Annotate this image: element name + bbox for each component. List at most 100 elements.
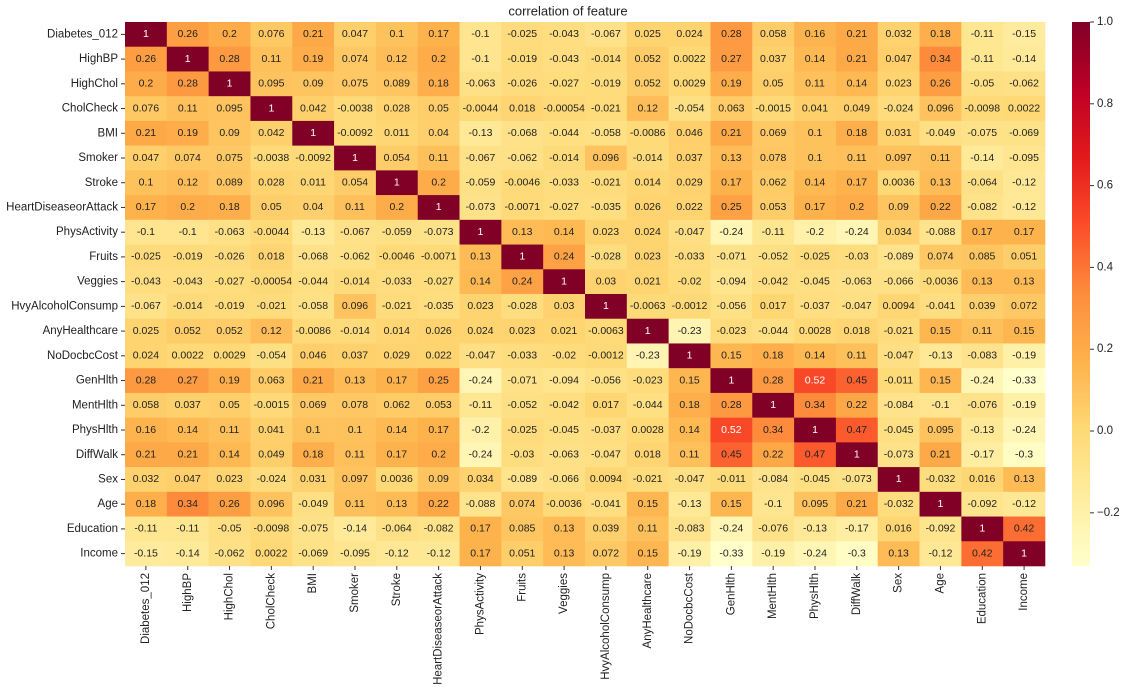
cell-label: 0.05 xyxy=(261,201,282,213)
heatmap-cell xyxy=(668,392,711,418)
heatmap-cell xyxy=(543,22,586,48)
cell-label: -0.12 xyxy=(928,547,952,559)
heatmap-cell xyxy=(835,71,879,97)
cell-label: -0.042 xyxy=(758,275,788,287)
cell-label: 0.09 xyxy=(303,78,324,90)
heatmap-cell xyxy=(334,392,377,418)
heatmap-cell xyxy=(835,491,879,517)
cell-label: -0.045 xyxy=(884,424,914,436)
cell-label: 0.096 xyxy=(927,102,953,114)
heatmap-cell xyxy=(585,219,628,245)
cell-label: 1 xyxy=(436,201,442,213)
cell-label: 0.11 xyxy=(345,449,365,461)
heatmap-cell xyxy=(794,318,837,344)
colorbar-tick-label: 0.6 xyxy=(1097,180,1113,192)
heatmap-cell xyxy=(334,145,377,171)
heatmap-cell xyxy=(710,269,753,295)
heatmap-cell xyxy=(877,269,920,295)
colorbar-tick-label: 0.8 xyxy=(1097,98,1113,110)
heatmap-cell xyxy=(166,343,209,369)
heatmap-cell xyxy=(877,244,920,270)
heatmap-cell xyxy=(166,269,209,295)
heatmap-cell xyxy=(1003,491,1046,517)
heatmap-cell xyxy=(585,318,628,344)
cell-label: 0.046 xyxy=(300,350,326,362)
heatmap-cell xyxy=(417,46,460,72)
cell-label: -0.073 xyxy=(842,473,872,485)
heatmap-cell xyxy=(417,195,460,221)
cell-label: 0.0028 xyxy=(632,424,664,436)
cell-label: 0.03 xyxy=(554,300,575,312)
cell-label: -0.0046 xyxy=(379,251,415,263)
cell-label: -0.044 xyxy=(298,275,328,287)
heatmap-cell xyxy=(543,392,586,418)
cell-label: 0.28 xyxy=(136,374,157,386)
heatmap-cell xyxy=(543,145,586,171)
cell-label: 0.16 xyxy=(805,28,826,40)
heatmap-cell xyxy=(668,294,711,320)
cell-label: 0.085 xyxy=(969,251,995,263)
cell-label: -0.089 xyxy=(884,251,914,263)
heatmap-cell xyxy=(794,368,837,394)
cell-label: 0.11 xyxy=(178,102,198,114)
cell-label: 0.13 xyxy=(888,547,909,559)
heatmap-cell xyxy=(375,417,419,443)
heatmap-cell xyxy=(710,71,753,97)
cell-label: -0.094 xyxy=(716,275,746,287)
heatmap-cell xyxy=(501,294,544,320)
cell-label: 0.096 xyxy=(593,152,619,164)
heatmap-cell xyxy=(208,145,251,171)
heatmap-cell xyxy=(166,22,209,48)
heatmap-cell xyxy=(668,170,711,196)
heatmap-cell xyxy=(877,120,920,146)
cell-label: 0.078 xyxy=(760,152,786,164)
heatmap-cell xyxy=(585,541,628,567)
cell-label: 0.022 xyxy=(425,350,451,362)
heatmap-cell xyxy=(250,219,293,245)
heatmap-cell xyxy=(585,467,628,493)
heatmap-cell xyxy=(501,318,544,344)
cell-label: -0.13 xyxy=(928,350,952,362)
cell-label: 0.097 xyxy=(885,152,911,164)
heatmap-cell xyxy=(375,318,419,344)
heatmap-cell xyxy=(752,195,795,221)
cell-label: 0.0022 xyxy=(673,53,705,65)
cell-label: 0.26 xyxy=(930,78,951,90)
x-tick-label: AnyHealthcare xyxy=(642,573,654,648)
heatmap-cell xyxy=(1003,244,1046,270)
heatmap-cell xyxy=(125,120,168,146)
heatmap-cell xyxy=(250,491,293,517)
heatmap-cell xyxy=(710,145,753,171)
heatmap-cell xyxy=(292,46,335,72)
cell-label: 0.14 xyxy=(554,226,575,238)
cell-label: -0.033 xyxy=(675,251,705,263)
cell-label: -0.13 xyxy=(468,127,492,139)
heatmap-cell xyxy=(292,467,335,493)
heatmap-cell xyxy=(626,294,669,320)
cell-label: 0.16 xyxy=(136,424,157,436)
heatmap-cell xyxy=(334,195,377,221)
heatmap-cell xyxy=(375,46,419,72)
heatmap-cell xyxy=(877,22,920,48)
chart-title: correlation of feature xyxy=(508,3,627,18)
cell-label: -0.24 xyxy=(970,374,994,386)
heatmap-cell xyxy=(1003,417,1046,443)
heatmap-cell xyxy=(585,195,628,221)
cell-label: 0.026 xyxy=(635,201,661,213)
heatmap-cell xyxy=(334,22,377,48)
heatmap-cell xyxy=(668,195,711,221)
cell-label: 0.34 xyxy=(763,424,784,436)
cell-label: -0.13 xyxy=(803,523,827,535)
cell-label: 0.042 xyxy=(258,127,284,139)
cell-label: -0.0092 xyxy=(337,127,373,139)
heatmap-cell xyxy=(250,46,293,72)
heatmap-cell xyxy=(752,541,795,567)
cell-label: -0.014 xyxy=(340,325,370,337)
cell-label: 1 xyxy=(687,350,693,362)
heatmap-cell xyxy=(585,145,628,171)
heatmap-cell xyxy=(417,219,460,245)
cell-label: 0.18 xyxy=(303,449,324,461)
heatmap-cell xyxy=(961,269,1004,295)
heatmap-cell xyxy=(543,244,586,270)
cell-label: 0.031 xyxy=(885,127,911,139)
